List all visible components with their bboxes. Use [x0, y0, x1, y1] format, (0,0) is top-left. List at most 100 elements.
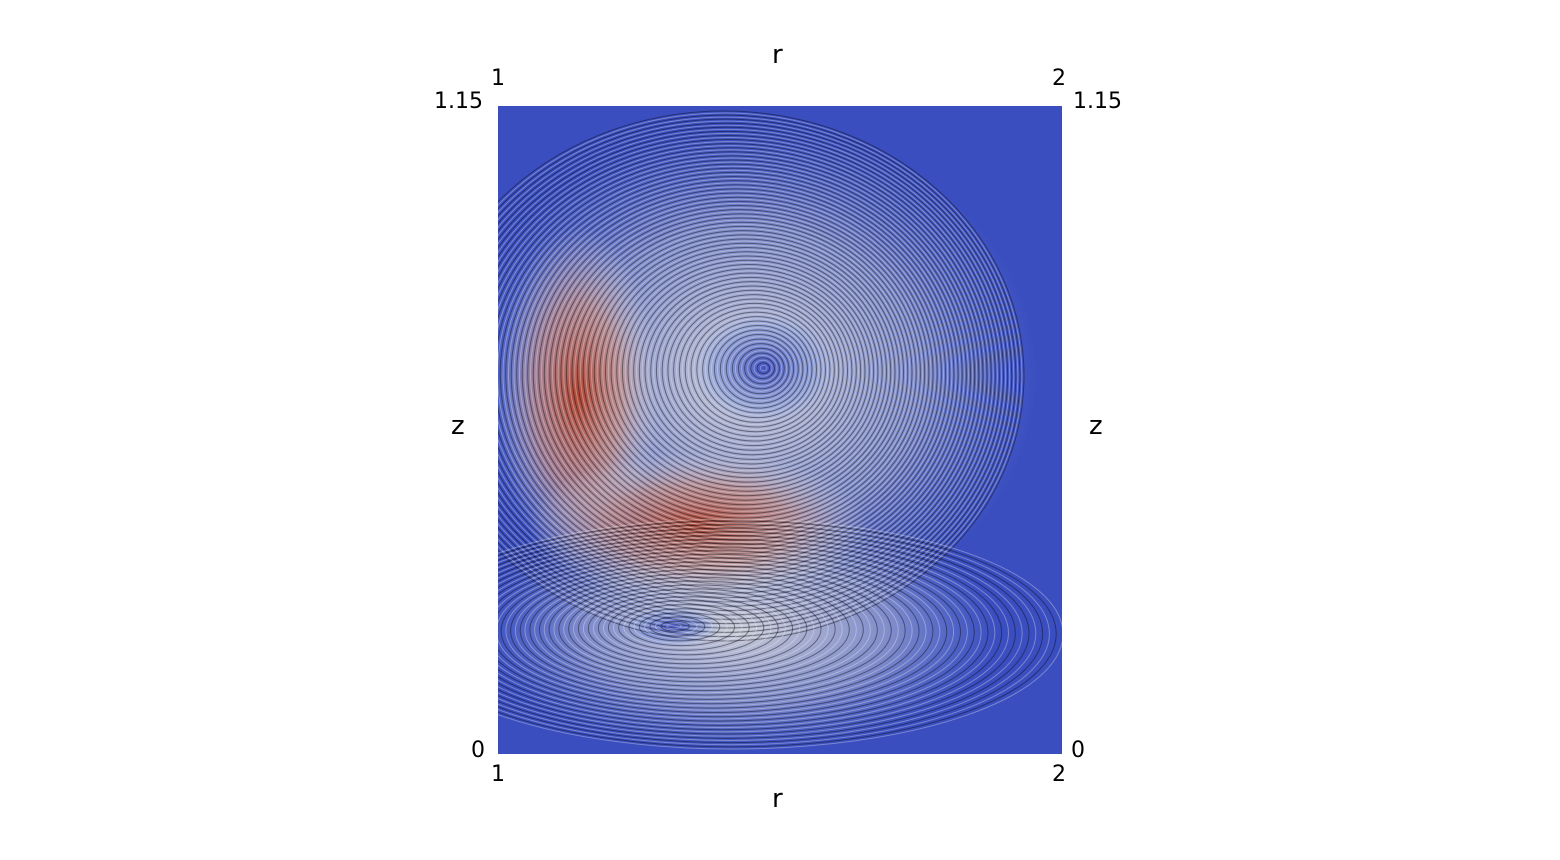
- lower-vortex-streamline: [514, 563, 899, 698]
- upper-vortex-streamline: [607, 249, 885, 494]
- upper-vortex-streamline: [560, 213, 921, 532]
- lower-vortex-streamline: [500, 557, 920, 705]
- upper-vortex-streamline: [734, 345, 788, 392]
- lower-vortex-streamline: [498, 522, 1050, 746]
- lower-vortex-streamline: [628, 608, 736, 647]
- lower-vortex-streamline: [498, 520, 1057, 748]
- upper-vortex-streamline: [725, 338, 795, 400]
- upper-vortex-streamline: [596, 240, 894, 503]
- upper-vortex-streamline: [529, 190, 945, 557]
- lower-vortex-streamline: [498, 524, 1044, 744]
- top-left-tick: 1: [491, 66, 505, 91]
- upper-vortex-streamline: [498, 128, 1006, 622]
- upper-vortex-streamline: [719, 334, 799, 404]
- lower-vortex-streamline: [538, 572, 864, 687]
- upper-vortex-streamline: [543, 200, 934, 546]
- lower-vortex-streamline: [543, 574, 857, 685]
- lower-vortex-streamline: [498, 551, 941, 711]
- upper-vortex-streamline: [532, 192, 942, 555]
- upper-vortex-streamline: [535, 194, 940, 552]
- lower-vortex-streamline: [573, 586, 815, 672]
- upper-vortex-streamline: [644, 276, 857, 465]
- upper-vortex-streamline: [582, 230, 905, 515]
- lower-vortex-streamline: [498, 548, 955, 716]
- lower-vortex-streamline: [582, 590, 801, 667]
- upper-vortex-streamline: [498, 147, 988, 603]
- lower-vortex-streamline: [638, 612, 721, 642]
- top-right-tick: 2: [1052, 66, 1066, 91]
- upper-vortex-streamline: [627, 263, 870, 479]
- lower-vortex-streamline: [498, 555, 927, 707]
- upper-vortex-streamline: [510, 175, 959, 572]
- upper-vortex-streamline: [498, 110, 1025, 642]
- upper-vortex-streamline: [568, 219, 915, 526]
- lower-vortex-streamline: [592, 594, 786, 663]
- right-axis-title: z: [1089, 411, 1103, 441]
- upper-vortex-streamline: [498, 139, 996, 612]
- upper-vortex-streamline: [605, 246, 887, 497]
- lower-vortex-streamline: [498, 553, 934, 709]
- upper-vortex-streamline: [613, 253, 881, 490]
- upper-vortex-streamline: [737, 347, 785, 390]
- upper-vortex-streamline: [521, 184, 951, 563]
- upper-vortex-streamline: [650, 281, 853, 460]
- upper-vortex-streamline: [641, 274, 859, 467]
- lower-vortex-streamline: [587, 592, 794, 665]
- lower-vortex-core: [628, 606, 718, 646]
- upper-vortex-streamline: [498, 118, 1017, 633]
- upper-vortex-streamline: [498, 157, 978, 592]
- upper-vortex-streamline: [630, 266, 868, 476]
- upper-vortex-streamline: [565, 217, 917, 528]
- lower-vortex-streamline: [607, 600, 765, 656]
- upper-vortex-streamline: [571, 221, 913, 524]
- upper-vortex-streamline: [602, 244, 890, 499]
- upper-vortex-streamline: [524, 186, 949, 561]
- upper-vortex-streamline: [731, 343, 790, 395]
- upper-vortex-streamline: [552, 207, 928, 539]
- upper-vortex-streamline: [591, 236, 898, 508]
- upper-vortex-streamline: [498, 155, 980, 594]
- upper-vortex-streamline: [759, 364, 768, 372]
- lower-vortex-streamline: [602, 598, 772, 658]
- upper-vortex-streamline: [728, 340, 792, 397]
- upper-vortex-streamline: [498, 153, 982, 596]
- right-bottom-tick: 0: [1071, 738, 1085, 763]
- lower-vortex-streamline: [529, 569, 878, 692]
- upper-vortex-streamline: [498, 141, 994, 609]
- upper-vortex-streamline: [699, 318, 815, 421]
- lower-vortex-streamline: [498, 546, 961, 718]
- lower-vortex-streamline: [568, 584, 822, 674]
- lower-vortex-streamline: [644, 614, 713, 640]
- upper-vortex-streamline: [638, 272, 862, 470]
- lower-vortex-streamline: [612, 602, 758, 654]
- lower-vortex-streamline: [505, 559, 913, 703]
- upper-vortex-streamline: [538, 196, 938, 550]
- warm-region-center: [528, 451, 868, 601]
- upper-vortex-streamline: [585, 232, 902, 512]
- upper-vortex-streamline: [498, 112, 1023, 640]
- upper-vortex-streamline: [502, 169, 965, 579]
- upper-vortex-streamline: [498, 151, 984, 598]
- lower-vortex-streamline: [498, 550, 948, 713]
- upper-vortex-streamline: [498, 130, 1004, 620]
- bottom-left-tick: 1: [491, 762, 505, 787]
- lower-vortex-streamline: [654, 618, 698, 635]
- upper-vortex-streamline: [498, 159, 976, 590]
- lower-vortex-streamline: [498, 525, 1037, 741]
- upper-vortex-streamline: [696, 316, 818, 423]
- lower-vortex-streamline: [498, 540, 982, 724]
- upper-vortex-streamline: [513, 178, 957, 570]
- lower-vortex-streamline: [498, 518, 1062, 750]
- upper-vortex-streamline: [722, 336, 797, 402]
- lower-vortex-streamline: [498, 538, 989, 726]
- bottom-right-tick: 2: [1052, 762, 1066, 787]
- upper-vortex-streamline: [664, 291, 842, 449]
- lower-vortex-streamline: [498, 535, 1003, 731]
- lower-vortex-streamline: [563, 582, 829, 676]
- upper-vortex-streamline: [546, 202, 932, 544]
- upper-vortex-streamline: [744, 352, 780, 385]
- lower-vortex-streamline: [660, 620, 690, 632]
- upper-vortex-streamline: [684, 307, 826, 433]
- upper-vortex-streamline: [667, 294, 840, 447]
- upper-vortex-streamline: [690, 311, 822, 428]
